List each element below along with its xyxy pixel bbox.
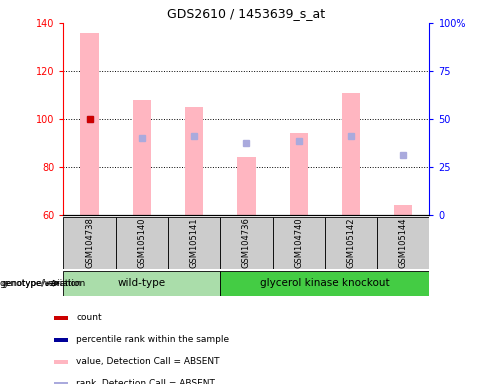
Bar (220, 217, 273, 269)
Text: GSM105144: GSM105144 (399, 218, 408, 268)
Text: GSM105142: GSM105142 (346, 218, 356, 268)
Bar (185, 107, 203, 215)
Bar (116, 217, 168, 269)
Text: genotype/variation: genotype/variation (1, 279, 81, 288)
Bar (237, 157, 256, 215)
Bar (342, 93, 360, 215)
Bar (81, 33, 99, 215)
Bar (325, 217, 377, 269)
Bar (54, 338, 68, 342)
Bar (54, 360, 68, 364)
Bar (273, 217, 325, 269)
Bar (63, 217, 116, 269)
Text: GSM104738: GSM104738 (85, 217, 94, 268)
Text: GSM104740: GSM104740 (294, 218, 303, 268)
Bar (377, 217, 429, 269)
Text: GSM104736: GSM104736 (242, 217, 251, 268)
Text: GSM105141: GSM105141 (190, 218, 199, 268)
Text: glycerol kinase knockout: glycerol kinase knockout (260, 278, 390, 288)
Bar (220, 271, 429, 296)
Text: genotype/variation: genotype/variation (0, 279, 86, 288)
Bar (63, 271, 220, 296)
Bar (54, 316, 68, 320)
Bar (289, 133, 308, 215)
Text: value, Detection Call = ABSENT: value, Detection Call = ABSENT (77, 358, 220, 366)
Bar (133, 100, 151, 215)
Text: count: count (77, 313, 102, 323)
Text: wild-type: wild-type (118, 278, 166, 288)
Text: percentile rank within the sample: percentile rank within the sample (77, 335, 230, 344)
Bar (54, 382, 68, 384)
Title: GDS2610 / 1453639_s_at: GDS2610 / 1453639_s_at (167, 7, 325, 20)
Bar (394, 205, 412, 215)
Bar (168, 217, 220, 269)
Text: GSM105140: GSM105140 (137, 218, 146, 268)
Text: rank, Detection Call = ABSENT: rank, Detection Call = ABSENT (77, 379, 215, 384)
